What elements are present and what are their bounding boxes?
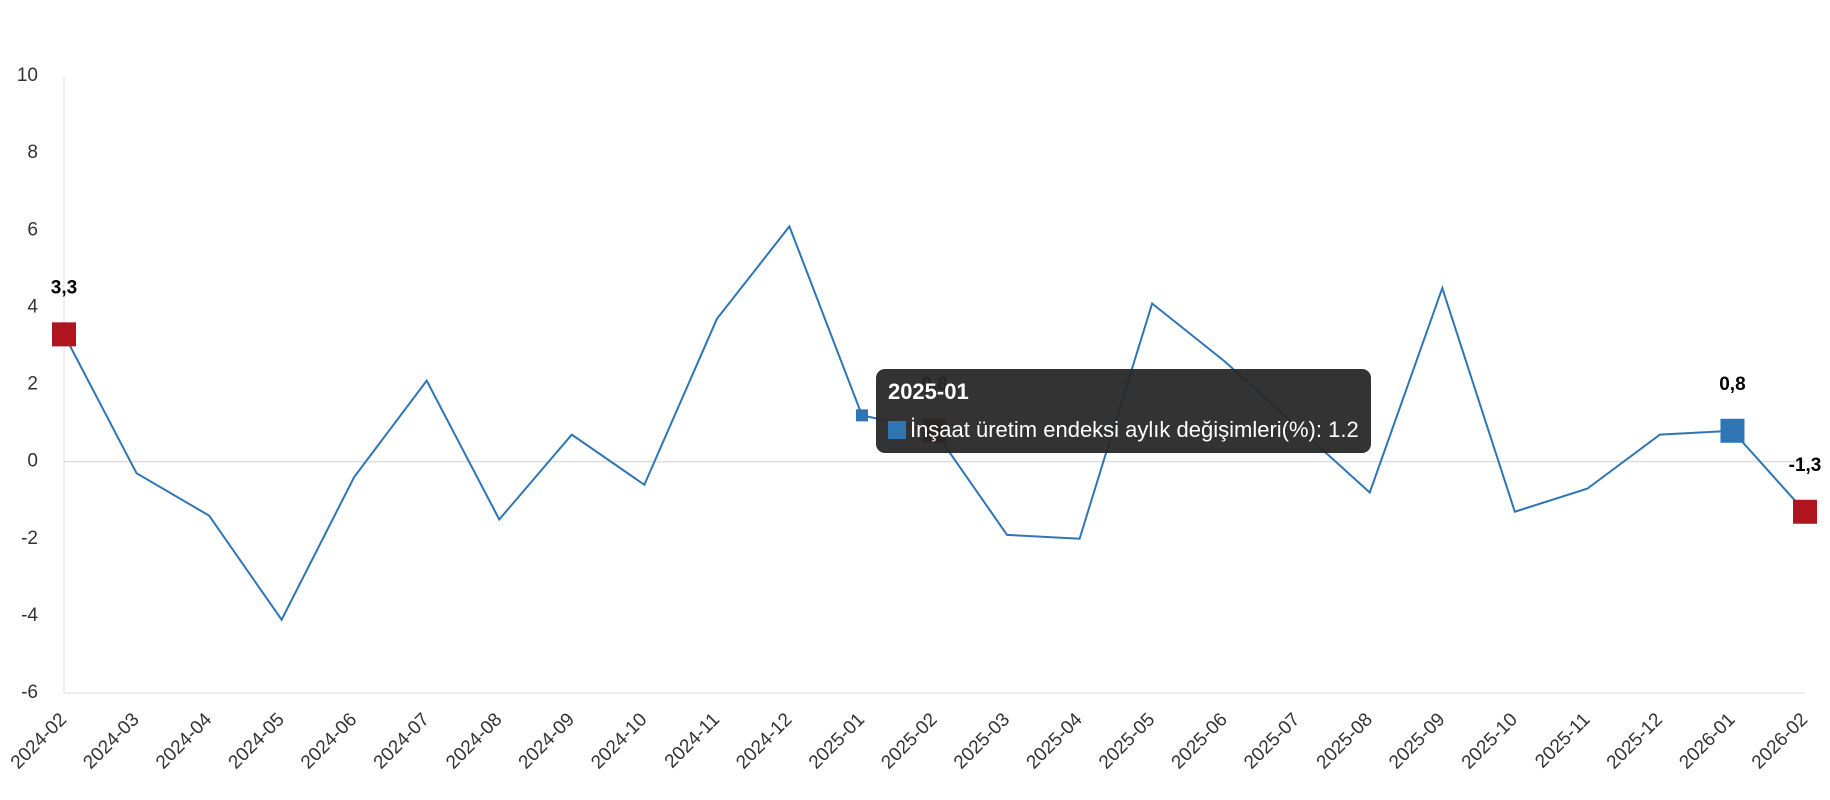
- y-tick-label: 4: [27, 296, 38, 317]
- x-tick-label: 2025-02: [877, 709, 941, 773]
- x-tick-label: 2024-12: [732, 709, 796, 773]
- y-tick-label: -6: [21, 682, 38, 703]
- x-tick-label: 2024-09: [515, 709, 579, 773]
- y-tick-label: 0: [27, 451, 38, 472]
- y-tick-label: 10: [17, 65, 38, 86]
- tooltip-swatch: [887, 421, 906, 440]
- x-tick-label: 2025-12: [1603, 709, 1667, 773]
- y-tick-label: 2: [27, 374, 38, 395]
- tooltip-title: 2025-01: [887, 379, 969, 405]
- y-tick-label: 6: [27, 219, 38, 240]
- y-tick-label: -2: [21, 528, 38, 549]
- x-tick-label: 2026-01: [1675, 709, 1739, 773]
- tooltip-series: İnşaat üretim endeksi aylık değişimleri(…: [910, 417, 1328, 442]
- y-tick-label: 8: [27, 142, 38, 163]
- x-tick-label: 2024-06: [297, 709, 361, 773]
- tooltip: 2025-01 İnşaat üretim endeksi aylık deği…: [875, 369, 1371, 454]
- x-tick-label: 2024-02: [7, 709, 71, 773]
- point-marker: [52, 322, 76, 347]
- y-tick-label: -4: [21, 605, 38, 626]
- x-tick-label: 2025-04: [1023, 709, 1087, 773]
- x-tick-label: 2024-10: [587, 709, 651, 773]
- data-label: -1,3: [1789, 455, 1822, 476]
- x-tick-label: 2024-11: [661, 709, 724, 772]
- x-tick-label: 2025-08: [1313, 709, 1377, 773]
- x-tick-label: 2024-03: [79, 709, 143, 773]
- x-tick-label: 2024-07: [370, 709, 434, 773]
- x-tick-label: 2025-01: [805, 709, 869, 773]
- x-tick-label: 2025-07: [1240, 709, 1304, 773]
- point-marker: [1720, 418, 1745, 443]
- x-tick-label: 2024-08: [442, 709, 506, 773]
- x-tick-label: 2024-04: [152, 709, 216, 773]
- data-label: 0,8: [1719, 374, 1745, 395]
- x-tick-label: 2025-09: [1385, 709, 1449, 773]
- x-tick-label: 2025-11: [1531, 709, 1594, 772]
- data-label: 3,3: [51, 277, 77, 298]
- x-tick-label: 2026-02: [1748, 709, 1812, 773]
- x-tick-label: 2025-05: [1095, 709, 1159, 773]
- x-tick-label: 2025-06: [1168, 709, 1232, 773]
- x-tick-label: 2025-03: [950, 709, 1014, 773]
- hover-marker: [855, 409, 868, 422]
- point-marker: [1793, 499, 1817, 524]
- x-tick-label: 2025-10: [1458, 709, 1522, 773]
- tooltip-row: İnşaat üretim endeksi aylık değişimleri(…: [887, 417, 1359, 443]
- tooltip-value: 1.2: [1328, 417, 1359, 443]
- x-tick-label: 2024-05: [225, 709, 289, 773]
